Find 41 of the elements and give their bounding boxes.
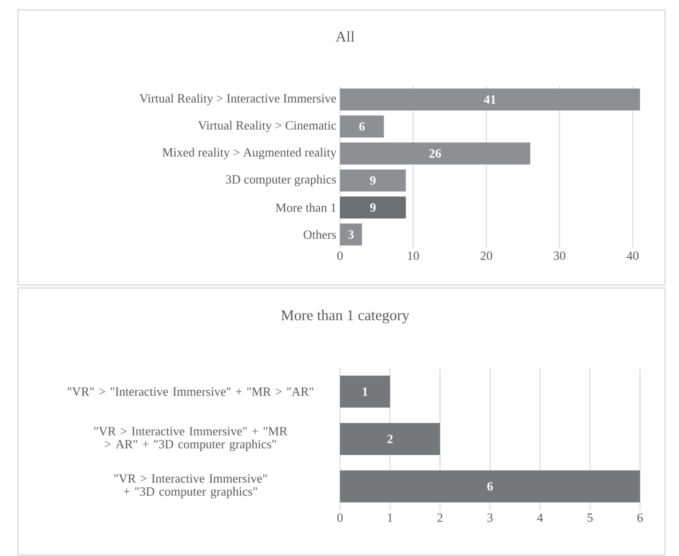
x-tick-label: 20 xyxy=(480,252,492,260)
x-tick-label: 30 xyxy=(554,252,566,260)
bar xyxy=(340,196,406,218)
y-tick-label: Mixed reality > Augmented reality xyxy=(162,148,336,160)
data-label: 6 xyxy=(487,482,493,491)
y-tick-label: "VR > Interactive Immersive" + "3D computer graphics" xyxy=(114,474,267,498)
x-tick-label: 0 xyxy=(337,252,343,260)
x-tick-label: 6 xyxy=(637,514,643,522)
data-label: 3 xyxy=(348,230,354,239)
x-tick-label: 1 xyxy=(388,514,392,522)
data-label: 41 xyxy=(484,95,496,104)
data-label: 26 xyxy=(429,149,442,158)
y-tick-label: "VR > Interactive Immersive" + "MR > AR" + "3D computer graphics" xyxy=(94,426,288,451)
data-label: 6 xyxy=(359,122,365,131)
x-tick-label: 4 xyxy=(537,514,543,522)
bar xyxy=(340,115,384,138)
bar xyxy=(340,169,406,192)
y-tick-label: Virtual Reality > Cinematic xyxy=(198,120,336,132)
data-label: 9 xyxy=(370,203,376,212)
bar xyxy=(340,470,640,502)
bar xyxy=(340,223,362,246)
bar xyxy=(340,88,640,110)
data-label: 2 xyxy=(387,434,393,444)
bar xyxy=(340,142,530,164)
x-tick-label: 5 xyxy=(588,514,593,522)
x-tick-label: 3 xyxy=(487,514,493,522)
y-tick-label: Virtual Reality > Interactive Immersive xyxy=(139,94,336,106)
y-tick-label: Others xyxy=(304,230,336,239)
x-tick-label: 2 xyxy=(437,514,442,522)
x-tick-label: 40 xyxy=(626,252,638,260)
data-label: 1 xyxy=(362,388,368,396)
y-tick-label: 3D computer graphics xyxy=(226,174,336,186)
x-tick-label: 0 xyxy=(337,514,343,522)
data-label: 9 xyxy=(370,176,376,185)
y-tick-label: More than 1 xyxy=(276,203,336,212)
chart-title: All xyxy=(336,31,354,42)
bar xyxy=(340,376,390,408)
bar xyxy=(340,422,440,455)
chart-title: More than 1 category xyxy=(281,310,410,324)
x-tick-label: 10 xyxy=(408,252,419,260)
y-tick-label: "VR" > "Interactive Immersive" + "MR > "AR" xyxy=(68,387,314,396)
